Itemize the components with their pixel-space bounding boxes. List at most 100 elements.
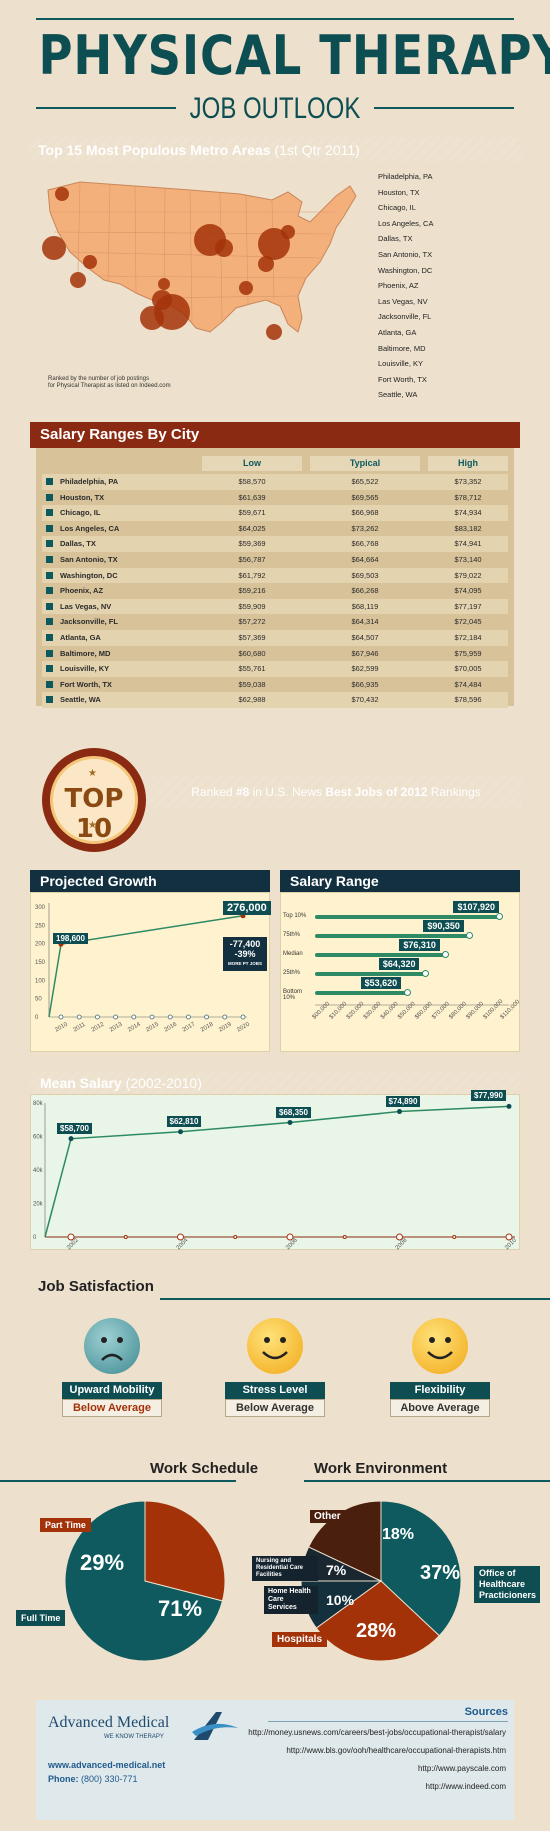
growth-delta-label: -77,400 -39% MORE PT JOBS bbox=[223, 937, 267, 971]
column-header-typical: Typical bbox=[310, 456, 420, 471]
row-high: $79,022 bbox=[454, 570, 482, 580]
metro-heading: Top 15 Most Populous Metro Areas bbox=[38, 142, 271, 158]
top10-badge: TOP 10 ★ ★ bbox=[42, 748, 146, 852]
x-tick-dot bbox=[222, 1014, 228, 1020]
y-tick-label: 0 bbox=[35, 1015, 39, 1021]
row-typical: $66,268 bbox=[351, 586, 379, 596]
metro-legend-item: Fort Worth, TX bbox=[378, 374, 427, 384]
mean-salary-heading: Mean Salary bbox=[40, 1075, 122, 1091]
row-low: $57,272 bbox=[238, 617, 266, 627]
brand-name: Advanced Medical bbox=[48, 1714, 170, 1731]
x-tick-label: 2017 bbox=[182, 1021, 197, 1033]
salary-range-value: $76,310 bbox=[399, 939, 440, 951]
x-tick-dot bbox=[505, 1233, 513, 1241]
row-marker bbox=[46, 571, 53, 579]
table-row: Louisville, KY $55,761 $62,599 $70,005 bbox=[42, 661, 508, 677]
salary-table: Low Typical High Philadelphia, PA $58,570… bbox=[36, 448, 514, 708]
top10-badge-text: TOP 10 bbox=[64, 784, 124, 844]
mean-salary-banner: Mean Salary (2002-2010) bbox=[30, 1072, 520, 1094]
job-satisfaction-rule bbox=[160, 1298, 550, 1300]
row-typical: $68,119 bbox=[351, 601, 379, 611]
projected-growth-banner: Projected Growth bbox=[30, 870, 270, 892]
salary-range-axis: $00,000$10,000$20,000$30,000$40,000$50,0… bbox=[312, 998, 521, 1020]
home-health-percent: 10% bbox=[326, 1592, 355, 1608]
y-tick-label: 150 bbox=[35, 960, 46, 966]
salary-range-panel: Top 10% $107,920 75th% $90,350 Median $76,310… bbox=[280, 892, 521, 1052]
table-row: Seattle, WA $62,988 $70,432 $78,596 bbox=[42, 692, 508, 708]
row-marker bbox=[46, 680, 53, 688]
mean-salary-value: $62,810 bbox=[166, 1115, 202, 1127]
hospitals-percent: 28% bbox=[356, 1620, 397, 1642]
source-link[interactable]: http://money.usnews.com/careers/best-job… bbox=[248, 1728, 506, 1737]
row-marker bbox=[46, 602, 53, 610]
row-typical: $65,522 bbox=[351, 477, 379, 486]
metro-legend-item: San Antonio, TX bbox=[378, 250, 433, 259]
header-top-rule bbox=[36, 18, 514, 20]
work-schedule-pie bbox=[64, 1500, 226, 1662]
row-high: $75,959 bbox=[454, 648, 482, 658]
x-tick-dot bbox=[167, 1014, 173, 1020]
row-low: $61,639 bbox=[238, 492, 266, 502]
metro-legend-item: Phoenix, AZ bbox=[378, 281, 419, 291]
part-time-percent: 29% bbox=[80, 1550, 125, 1575]
table-row: Atlanta, GA $57,369 $64,507 $72,184 bbox=[42, 630, 508, 646]
salary-range-bar-end bbox=[403, 989, 411, 996]
row-low: $58,570 bbox=[238, 477, 266, 486]
website-link[interactable]: www.advanced-medical.net bbox=[48, 1760, 166, 1770]
brand-tagline: WE KNOW THERAPY bbox=[104, 1734, 164, 1740]
row-city: Louisville, KY bbox=[60, 664, 110, 674]
x-tick-dot bbox=[342, 1235, 347, 1239]
row-typical: $64,507 bbox=[351, 633, 379, 642]
ranking-banner: Ranked #8 in U.S. News Best Jobs of 2012… bbox=[150, 776, 522, 808]
salary-range-value: $107,920 bbox=[453, 901, 499, 913]
row-typical: $66,968 bbox=[351, 508, 379, 518]
sad-face-icon bbox=[84, 1318, 140, 1374]
row-high: $83,182 bbox=[454, 523, 482, 533]
work-environment-rule bbox=[304, 1480, 550, 1482]
satisfaction-title: Stress Level bbox=[225, 1382, 325, 1399]
row-marker bbox=[46, 665, 53, 673]
other-percent: 18% bbox=[382, 1526, 415, 1543]
x-tick-dot bbox=[123, 1235, 128, 1239]
mean-salary-heading-suffix: (2002-2010) bbox=[125, 1075, 202, 1091]
metro-legend-item: Washington, DC bbox=[378, 265, 433, 275]
table-row: Chicago, IL $59,671 $66,968 $74,934 bbox=[42, 505, 508, 521]
other-label: Other bbox=[310, 1510, 345, 1523]
nursing-percent: 7% bbox=[326, 1562, 347, 1578]
row-city: Fort Worth, TX bbox=[60, 679, 112, 689]
salary-range-bar-label: 75th% bbox=[283, 932, 301, 938]
source-link[interactable]: http://www.indeed.com bbox=[425, 1782, 506, 1791]
row-marker bbox=[46, 696, 53, 704]
x-tick-label: 2018 bbox=[200, 1021, 215, 1033]
table-row: San Antonio, TX $56,787 $64,664 $73,140 bbox=[42, 552, 508, 568]
metro-legend-item: Seattle, WA bbox=[378, 390, 418, 400]
satisfaction-value: Above Average bbox=[390, 1399, 490, 1417]
row-city: Washington, DC bbox=[60, 570, 118, 580]
full-time-percent: 71% bbox=[158, 1596, 203, 1621]
row-marker bbox=[46, 587, 53, 595]
metro-legend-item: Baltimore, MD bbox=[378, 343, 426, 353]
mean-salary-point bbox=[178, 1129, 183, 1135]
happy-face-icon bbox=[412, 1318, 468, 1374]
metro-note: Ranked by the number of job postings for… bbox=[48, 376, 171, 389]
salary-range-bar bbox=[315, 972, 425, 976]
source-link[interactable]: http://www.bls.gov/ooh/healthcare/occupa… bbox=[286, 1746, 506, 1755]
x-tick-dot bbox=[58, 1014, 64, 1020]
table-row: Jacksonville, FL $57,272 $64,314 $72,045 bbox=[42, 614, 508, 630]
row-city: Atlanta, GA bbox=[60, 633, 101, 642]
table-row: Fort Worth, TX $59,038 $66,935 $74,484 bbox=[42, 677, 508, 693]
row-high: $73,140 bbox=[454, 555, 482, 564]
source-link[interactable]: http://www.payscale.com bbox=[417, 1764, 506, 1773]
page-title: PHYSICAL THERAPY bbox=[38, 24, 550, 87]
row-high: $78,712 bbox=[454, 492, 482, 502]
sources-heading: Sources bbox=[464, 1706, 508, 1718]
x-tick-dot bbox=[177, 1233, 184, 1241]
pie-slice bbox=[380, 1500, 462, 1637]
salary-range-banner: Salary Range bbox=[280, 870, 520, 892]
x-tick-dot bbox=[76, 1014, 82, 1020]
x-tick-dot bbox=[233, 1235, 238, 1239]
home-health-label: Home Health Care Services bbox=[264, 1586, 318, 1614]
mean-salary-value: $68,350 bbox=[276, 1106, 311, 1118]
table-row: Phoenix, AZ $59,216 $66,268 $74,095 bbox=[42, 583, 508, 599]
